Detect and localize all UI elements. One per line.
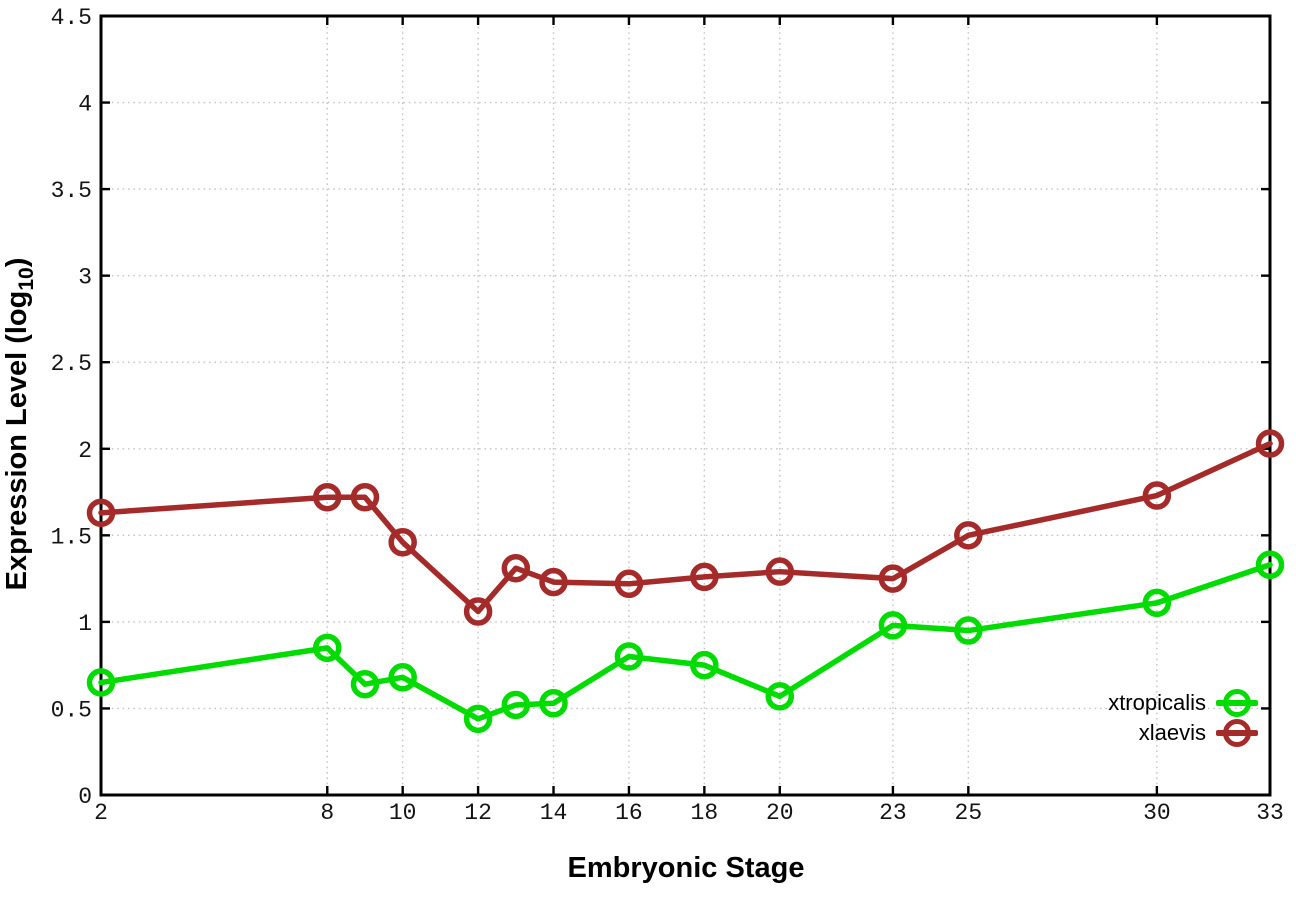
data-point-xlaevis: [388, 528, 417, 557]
y-axis-title-subscript: 10: [14, 267, 38, 291]
legend-label-xlaevis: xlaevis: [1138, 720, 1206, 745]
legend-item-xtropicalis: xtropicalis: [1108, 688, 1258, 718]
y-tick-label: 3: [78, 265, 92, 291]
y-tick-label: 0.5: [51, 697, 92, 723]
x-tick-label: 30: [1143, 800, 1171, 826]
data-point-xtropicalis: [690, 650, 719, 680]
data-point-xtropicalis: [1142, 588, 1172, 618]
legend-circle-sample-icon: [1223, 689, 1251, 717]
data-point-xtropicalis: [539, 689, 568, 718]
data-point-xlaevis: [86, 498, 116, 528]
x-tick-label: 23: [879, 800, 907, 826]
data-point-xtropicalis: [765, 682, 795, 711]
legend-circle-sample-icon: [1223, 719, 1251, 747]
x-tick-label: 8: [320, 800, 334, 826]
y-tick-label: 4: [78, 92, 92, 118]
data-point-xtropicalis: [501, 690, 531, 720]
data-point-xtropicalis: [1255, 550, 1285, 580]
legend-label-xtropicalis: xtropicalis: [1108, 690, 1206, 715]
y-tick-label: 1: [78, 611, 92, 637]
data-point-xlaevis: [765, 557, 795, 586]
data-point-xtropicalis: [614, 642, 644, 671]
data-point-xlaevis: [350, 482, 380, 512]
y-tick-label: 3.5: [51, 178, 92, 204]
legend-item-xlaevis: xlaevis: [1108, 718, 1258, 748]
legend-marker-xlaevis: [1216, 718, 1258, 748]
plot-border: [99, 14, 1272, 797]
data-point-xtropicalis: [878, 611, 908, 640]
y-axis-title-text: Expression Level (log: [1, 290, 34, 591]
y-tick-label: 2: [78, 438, 92, 464]
x-tick-label: 14: [540, 800, 568, 826]
data-point-xtropicalis: [388, 663, 417, 692]
x-tick-label: 33: [1256, 800, 1284, 826]
x-tick-label: 18: [691, 800, 719, 826]
data-point-xlaevis: [463, 597, 493, 626]
x-tick-label: 16: [615, 800, 643, 826]
y-axis-title: Expression Level (log10): [1, 258, 39, 591]
data-point-xlaevis: [690, 562, 719, 592]
data-point-xlaevis: [1255, 429, 1285, 458]
series-line-xtropicalis: [98, 562, 1273, 722]
data-point-xlaevis: [1142, 481, 1172, 510]
y-tick-label: 4.5: [51, 5, 92, 31]
data-point-xtropicalis: [463, 704, 493, 734]
x-axis-title: Embryonic Stage: [567, 852, 805, 884]
y-tick-label: 0: [78, 784, 92, 810]
data-point-xtropicalis: [954, 616, 983, 645]
data-point-xlaevis: [878, 564, 908, 593]
x-tick-label: 25: [955, 800, 983, 826]
x-tick-label: 20: [766, 800, 794, 826]
series-line-xlaevis: [98, 440, 1273, 615]
data-point-xlaevis: [539, 567, 568, 597]
x-tick-label: 12: [464, 800, 492, 826]
data-point-xtropicalis: [313, 633, 342, 663]
x-tick-label: 10: [389, 800, 417, 826]
data-point-xlaevis: [313, 482, 342, 512]
data-point-xtropicalis: [86, 668, 116, 697]
y-tick-label: 1.5: [51, 524, 92, 550]
y-axis-title-suffix: ): [1, 257, 34, 268]
legend: xtropicalis xlaevis: [1108, 688, 1258, 748]
y-tick-label: 2.5: [51, 351, 92, 377]
data-point-xlaevis: [614, 569, 644, 599]
data-point-xlaevis: [501, 553, 531, 583]
legend-marker-xtropicalis: [1216, 688, 1258, 718]
data-point-xtropicalis: [350, 669, 380, 699]
x-tick-label: 2: [94, 800, 108, 826]
data-point-xlaevis: [954, 521, 983, 550]
